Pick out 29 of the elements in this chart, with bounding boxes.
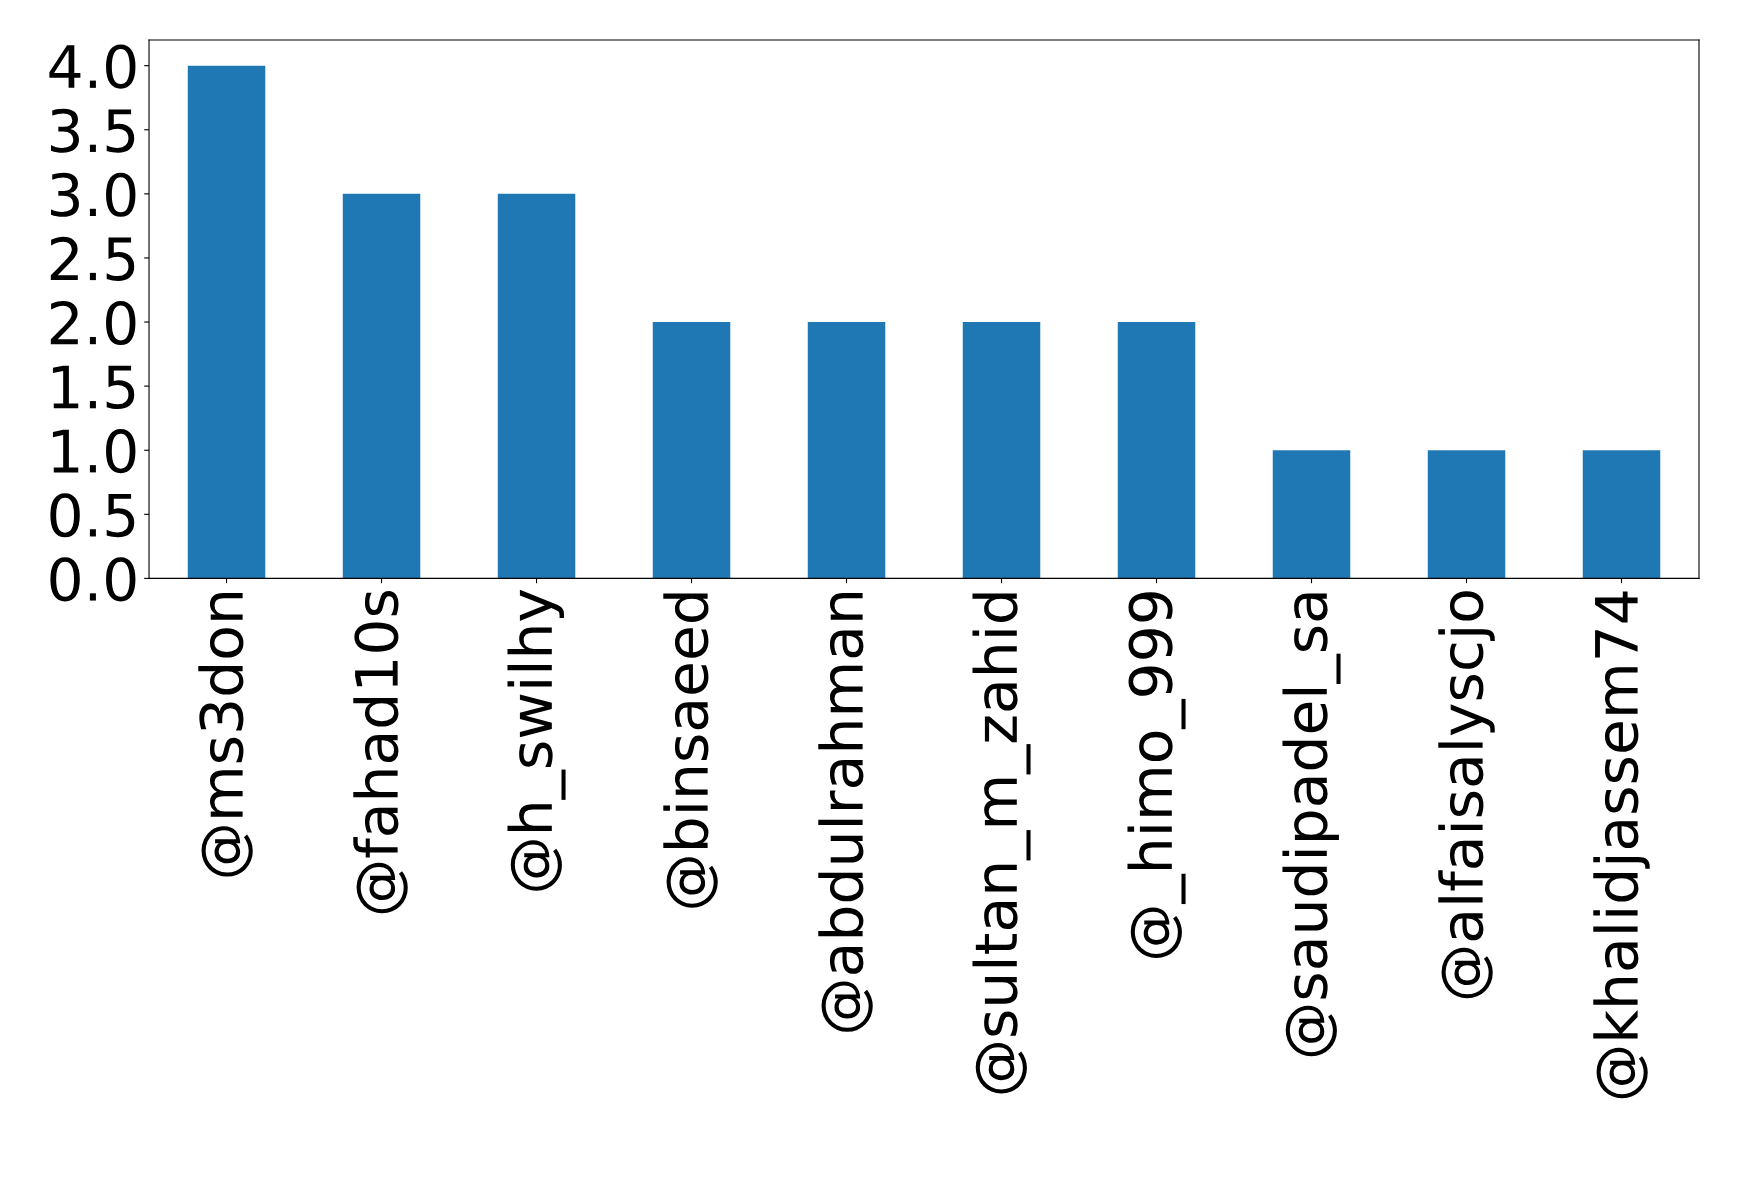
bar (1582, 450, 1661, 579)
y-tick-label: 1.5 (52, 365, 135, 410)
y-tick-label: 2.0 (50, 300, 136, 346)
y-tick-label: 3.5 (50, 108, 135, 153)
bar (497, 193, 576, 579)
x-tick-label: @binsaeed (663, 593, 718, 908)
x-tick-label: @alfaisalyscjo (1438, 591, 1495, 999)
x-tick-label: @fahad10s (353, 590, 408, 914)
y-tick-label: 1.0 (52, 429, 136, 474)
y-tick-label: 4.0 (49, 44, 136, 89)
y-tick-label: 0.5 (50, 493, 135, 538)
y-tick-label: 3.0 (50, 172, 136, 217)
bar (342, 193, 421, 579)
x-tick-label: @khalidjassem74 (1593, 591, 1650, 1099)
x-tick-label: @sultan_m_zahid (972, 593, 1031, 1094)
x-tick-label: @abdulrahman (818, 593, 873, 1032)
bar (1427, 450, 1506, 579)
y-tick-label: 0.0 (50, 557, 136, 602)
bar (187, 65, 266, 579)
x-tick-label: @ms3don (198, 593, 253, 877)
y-tick-label: 2.5 (50, 236, 135, 281)
bar (807, 322, 886, 579)
bar (1117, 322, 1196, 579)
x-tick-label: @saudipadel_sa (1282, 593, 1341, 1057)
bar (652, 322, 731, 579)
bar (1272, 450, 1351, 579)
x-tick-label: @h_swilhy (507, 589, 566, 891)
bar (962, 322, 1041, 579)
x-tick-label: @_himo_999 (1127, 592, 1186, 958)
